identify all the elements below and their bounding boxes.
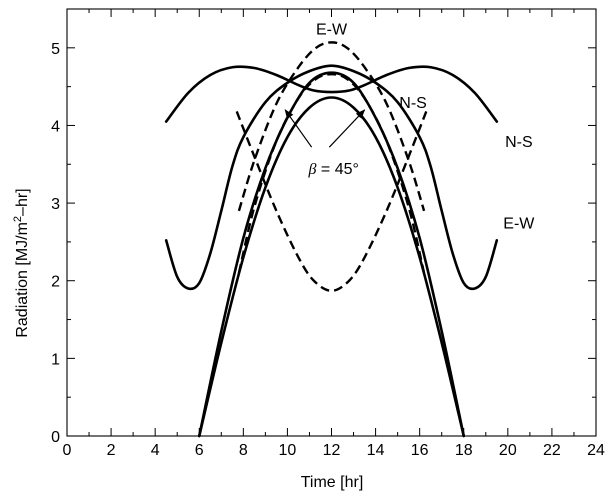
annotation-arrow bbox=[328, 109, 366, 148]
data-series bbox=[164, 41, 499, 438]
y-tick-label: 1 bbox=[51, 351, 60, 368]
y-tick-label: 5 bbox=[51, 41, 60, 58]
annotation-arrow bbox=[284, 109, 313, 148]
y-axis-title-main: Radiation [MJ/m bbox=[14, 222, 31, 338]
x-tick-label: 6 bbox=[195, 442, 204, 459]
annotations: E-W N-S N-S E-W β = 45° bbox=[284, 21, 535, 233]
dashed-curve-6 bbox=[237, 73, 426, 274]
beta-value: = 45° bbox=[316, 161, 358, 178]
x-tick-label: 8 bbox=[239, 442, 248, 459]
beta-symbol: β bbox=[308, 161, 317, 178]
x-tick-label: 0 bbox=[63, 442, 72, 459]
dashed-curve-7 bbox=[237, 41, 426, 212]
curve-label: E-W bbox=[316, 21, 348, 38]
solid-curve-2 bbox=[164, 64, 499, 291]
y-tick-label: 2 bbox=[51, 274, 60, 291]
y-tick-label: 4 bbox=[51, 118, 60, 135]
x-tick-label: 18 bbox=[455, 442, 473, 459]
solid-curve-1 bbox=[164, 65, 499, 123]
x-tick-label: 16 bbox=[411, 442, 429, 459]
x-tick-label: 22 bbox=[543, 442, 561, 459]
x-tick-label: 12 bbox=[323, 442, 341, 459]
y-axis-title: Radiation [MJ/m2–hr] bbox=[12, 188, 31, 337]
x-axis-title: Time [hr] bbox=[301, 474, 364, 491]
x-tick-label: 14 bbox=[367, 442, 385, 459]
x-tick-label: 4 bbox=[151, 442, 160, 459]
curve-label: N-S bbox=[399, 95, 427, 112]
dashed-curve-5 bbox=[235, 111, 428, 293]
curve-label: N-S bbox=[505, 134, 533, 151]
y-axis-title-tail: –hr] bbox=[14, 188, 31, 216]
y-tick-label: 0 bbox=[51, 429, 60, 446]
x-tick-label: 24 bbox=[587, 442, 605, 459]
y-axis-title-superscript: 2 bbox=[12, 216, 24, 222]
x-tick-label: 10 bbox=[279, 442, 297, 459]
solid-curve-4 bbox=[197, 71, 466, 438]
curve-label: E-W bbox=[503, 216, 535, 233]
x-tick-label: 2 bbox=[107, 442, 116, 459]
y-tick-label: 3 bbox=[51, 196, 60, 213]
beta-label: β = 45° bbox=[308, 161, 359, 178]
x-tick-label: 20 bbox=[499, 442, 517, 459]
